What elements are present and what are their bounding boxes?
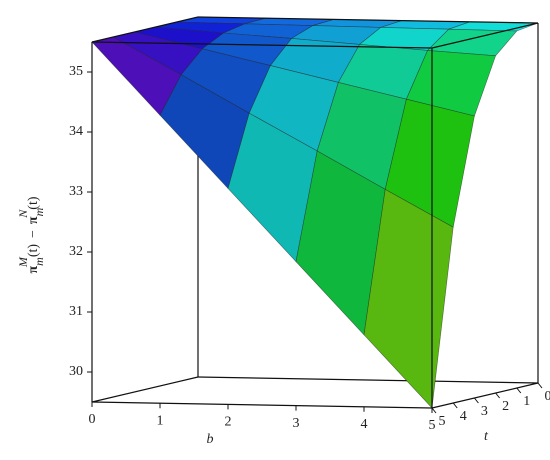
y-tick-label: 1 <box>523 394 530 409</box>
box-edge <box>91 16 199 43</box>
y-tick <box>495 392 500 399</box>
z-label-sub: m <box>32 207 46 216</box>
z-label-symbol: π <box>26 216 41 224</box>
x-axis-label: b <box>207 432 214 447</box>
z-label-symbol: π <box>26 266 41 274</box>
y-tick <box>452 402 458 409</box>
box-edge <box>91 401 433 409</box>
y-tick <box>516 387 522 394</box>
z-tick-label: 31 <box>69 304 83 319</box>
z-label-sub: m <box>32 257 46 266</box>
y-tick-label: 4 <box>460 409 467 424</box>
x-tick-label: 2 <box>225 415 232 430</box>
z-label-sup: M <box>16 256 30 268</box>
z-axis-label: πmM(t)−πmN(t) <box>16 196 46 273</box>
y-tick-label: 3 <box>481 404 488 419</box>
z-tick-label: 34 <box>69 124 83 139</box>
y-tick-label: 2 <box>502 399 509 414</box>
y-tick <box>474 397 479 404</box>
z-tick-label: 33 <box>69 184 83 199</box>
box-edge <box>197 376 539 384</box>
z-label-arg: (t) <box>26 196 41 210</box>
z-label-operator: − <box>26 230 41 238</box>
box-edge <box>91 376 199 403</box>
box-edge <box>431 22 539 49</box>
z-tick-label: 30 <box>69 364 83 379</box>
y-tick-label: 0 <box>545 389 550 404</box>
x-tick-label: 4 <box>361 417 368 432</box>
y-tick <box>537 382 543 389</box>
x-tick-label: 0 <box>89 412 96 427</box>
box-edge <box>91 41 433 49</box>
x-tick-label: 3 <box>293 416 300 431</box>
z-tick-label: 35 <box>69 64 83 79</box>
box-edge <box>197 16 539 24</box>
y-axis-label: t <box>484 429 489 444</box>
y-tick <box>431 407 437 414</box>
x-tick-label: 5 <box>429 418 436 433</box>
z-label-arg: (t) <box>26 244 41 258</box>
box-edge <box>431 382 539 409</box>
z-label-sup: N <box>16 209 30 219</box>
y-tick-label: 5 <box>439 414 446 429</box>
x-tick-label: 1 <box>157 413 164 428</box>
z-tick-label: 32 <box>69 244 83 259</box>
